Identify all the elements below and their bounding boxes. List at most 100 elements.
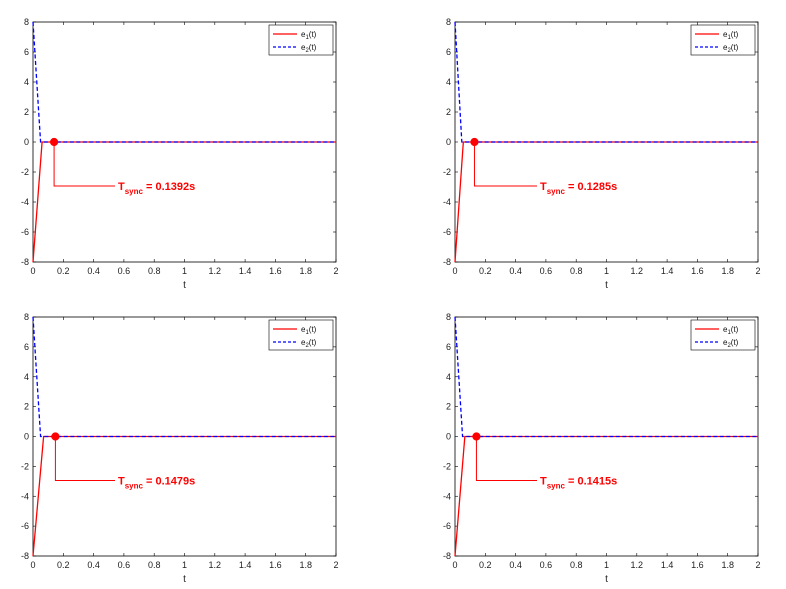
y-tick-label: -4 xyxy=(21,491,29,501)
x-tick-label: 1 xyxy=(604,560,609,570)
y-tick-label: -2 xyxy=(21,461,29,471)
annotation-leader-line xyxy=(54,436,115,481)
y-tick-label: -6 xyxy=(21,227,29,237)
legend-label-subscript: 2 xyxy=(727,48,731,54)
x-tick-label: 0.2 xyxy=(479,266,492,276)
sync-time-annotation: Tsync = 0.1392s xyxy=(118,181,195,196)
y-tick-label: 4 xyxy=(446,77,451,87)
y-tick-label: 6 xyxy=(24,342,29,352)
x-tick-label: 0.6 xyxy=(540,560,553,570)
legend-label-e2: e2(t) xyxy=(301,43,317,54)
legend: e1(t) e2(t) xyxy=(268,24,334,56)
x-axis-label: t xyxy=(183,574,186,585)
sync-time-annotation: Tsync = 0.1415s xyxy=(540,476,617,491)
x-tick-label: 2 xyxy=(755,560,760,570)
x-tick-label: 0 xyxy=(452,266,457,276)
legend-label-tail: (t) xyxy=(731,338,739,347)
y-tick-label: -4 xyxy=(443,197,451,207)
legend-label-e1: e1(t) xyxy=(301,30,317,41)
x-tick-label: 1.8 xyxy=(721,560,734,570)
y-tick-label: 8 xyxy=(446,17,451,27)
x-tick-label: 0.4 xyxy=(87,266,100,276)
legend-box xyxy=(268,319,334,351)
legend-label-tail: (t) xyxy=(309,325,317,334)
y-tick-label: -4 xyxy=(21,197,29,207)
y-tick-label: -2 xyxy=(21,167,29,177)
legend-label-main: e xyxy=(723,325,728,334)
legend-label-subscript: 1 xyxy=(727,330,731,336)
x-tick-label: 0 xyxy=(452,560,457,570)
x-axis-label: t xyxy=(605,574,608,585)
sync-time-annotation: Tsync = 0.1285s xyxy=(540,181,617,196)
chart-panel-1: 0 0.2 0.4 0.6 0.8 1 1.2 1.4 1.6 1.8 2 -8 -6 -4 -2 0 2 4 6 8… xyxy=(21,17,339,291)
annotation-value: = 0.1285s xyxy=(565,181,617,193)
legend-label-tail: (t) xyxy=(731,325,739,334)
legend-label-main: e xyxy=(301,43,306,52)
y-tick-label: 0 xyxy=(24,137,29,147)
x-tick-label: 1 xyxy=(182,266,187,276)
x-tick-label: 0 xyxy=(30,560,35,570)
y-tick-label: -2 xyxy=(443,461,451,471)
y-tick-label: -8 xyxy=(443,257,451,267)
annotation-leader-line xyxy=(473,142,537,187)
x-tick-label: 1.6 xyxy=(269,266,282,276)
annotation-main: T xyxy=(118,181,125,193)
legend-label-subscript: 1 xyxy=(727,35,731,41)
x-axis-label: t xyxy=(605,280,608,291)
x-tick-label: 1 xyxy=(604,266,609,276)
x-tick-label: 0.4 xyxy=(509,560,522,570)
legend-box xyxy=(268,24,334,56)
legend-label-main: e xyxy=(301,325,306,334)
x-tick-label: 1.8 xyxy=(299,560,312,570)
annotation-leader-line xyxy=(475,436,537,481)
x-tick-label: 0.2 xyxy=(57,266,70,276)
x-tick-label: 1.2 xyxy=(209,266,222,276)
legend-label-main: e xyxy=(301,338,306,347)
y-tick-label: 2 xyxy=(24,107,29,117)
x-tick-label: 1.6 xyxy=(269,560,282,570)
x-tick-label: 0.8 xyxy=(570,560,583,570)
legend-label-e2: e2(t) xyxy=(723,43,739,54)
y-tick-label: 0 xyxy=(446,432,451,442)
annotation-subscript: sync xyxy=(547,187,566,196)
x-tick-label: 0.4 xyxy=(87,560,100,570)
x-tick-label: 1.2 xyxy=(631,560,644,570)
annotation-value: = 0.1415s xyxy=(565,476,617,488)
x-tick-label: 1.4 xyxy=(661,266,674,276)
legend-label-tail: (t) xyxy=(731,30,739,39)
x-tick-label: 1.8 xyxy=(299,266,312,276)
y-tick-label: 0 xyxy=(446,137,451,147)
annotation-main: T xyxy=(118,476,125,488)
chart-panel-2: 0 0.2 0.4 0.6 0.8 1 1.2 1.4 1.6 1.8 2 -8 -6 -4 -2 0 2 4 6 8… xyxy=(443,17,761,291)
y-tick-label: 8 xyxy=(24,312,29,322)
legend-label-main: e xyxy=(723,30,728,39)
legend-label-main: e xyxy=(301,30,306,39)
x-tick-label: 0 xyxy=(30,266,35,276)
x-tick-label: 0.6 xyxy=(540,266,553,276)
x-tick-label: 1.2 xyxy=(631,266,644,276)
legend-label-main: e xyxy=(723,338,728,347)
x-tick-label: 2 xyxy=(333,266,338,276)
x-tick-label: 0.8 xyxy=(148,560,161,570)
y-tick-label: 2 xyxy=(446,107,451,117)
series-line-e2 xyxy=(454,21,758,143)
legend-label-e2: e2(t) xyxy=(301,338,317,349)
y-tick-label: -8 xyxy=(21,257,29,267)
legend: e1(t) e2(t) xyxy=(690,24,756,56)
chart-panel-4: 0 0.2 0.4 0.6 0.8 1 1.2 1.4 1.6 1.8 2 -8 -6 -4 -2 0 2 4 6 8… xyxy=(443,312,761,585)
legend-label-tail: (t) xyxy=(309,43,317,52)
annotation-value: = 0.1479s xyxy=(143,476,195,488)
x-tick-label: 0.4 xyxy=(509,266,522,276)
annotation-main: T xyxy=(540,476,547,488)
legend: e1(t)e2(t) xyxy=(268,319,334,351)
x-tick-label: 1.2 xyxy=(209,560,222,570)
x-tick-label: 1.4 xyxy=(239,266,252,276)
annotation-leader-line xyxy=(53,142,115,187)
y-tick-label: -6 xyxy=(21,521,29,531)
y-tick-label: 4 xyxy=(24,77,29,87)
x-tick-label: 0.2 xyxy=(479,560,492,570)
annotation-subscript: sync xyxy=(547,482,566,491)
series-line-e2 xyxy=(32,316,336,438)
legend-box xyxy=(690,319,756,351)
x-tick-label: 2 xyxy=(755,266,760,276)
